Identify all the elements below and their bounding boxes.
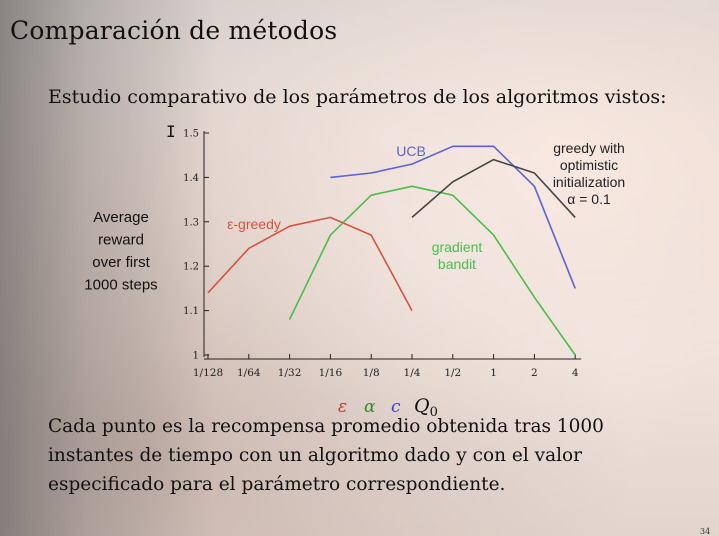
- series-label: bandit: [438, 256, 476, 272]
- y-axis-label-line: reward: [98, 232, 144, 249]
- x-tick-label: 1/32: [278, 367, 302, 379]
- y-axis-label-line: Average: [93, 209, 149, 226]
- series-line: [288, 185, 576, 356]
- x-tick-label: 1: [490, 367, 497, 379]
- series-label: α = 0.1: [567, 191, 611, 207]
- series-label: optimistic: [560, 157, 618, 173]
- series-line: [207, 216, 413, 311]
- x-tick-label: 1/8: [363, 367, 380, 379]
- series-label: greedy with: [553, 140, 625, 156]
- y-tick-label: 1.3: [183, 217, 199, 228]
- slide-title: Comparación de métodos: [10, 16, 338, 45]
- y-tick-label: 1.5: [183, 129, 199, 140]
- param-symbol: ε: [338, 397, 347, 417]
- x-tick-label: 4: [572, 367, 579, 379]
- series-line: [330, 145, 576, 289]
- y-tick-label: 1.4: [183, 173, 199, 184]
- param-symbol: c: [391, 397, 401, 417]
- y-tick-label: 1: [193, 351, 199, 362]
- x-tick-label: 1/16: [319, 367, 343, 379]
- y-tick-label: 1.1: [183, 306, 199, 317]
- text-cursor-icon: I: [166, 122, 176, 141]
- page-number: 34: [700, 527, 711, 536]
- series-label: initialization: [553, 174, 625, 190]
- y-axis-label-line: over first: [92, 254, 150, 271]
- series-label: UCB: [396, 143, 426, 159]
- x-tick-label: 1/64: [237, 367, 261, 379]
- chart-series: [207, 145, 576, 356]
- param-symbol: α: [364, 397, 376, 417]
- chart-axes: [203, 131, 582, 360]
- x-tick-label: 1/2: [444, 367, 461, 379]
- x-tick-label: 1/128: [193, 367, 223, 379]
- series-label: ε-greedy: [227, 216, 281, 232]
- slide-caption: Cada punto es la recompensa promedio obt…: [48, 416, 604, 495]
- x-tick-label: 1/4: [404, 367, 421, 379]
- slide-subtitle: Estudio comparativo de los parámetros de…: [48, 86, 667, 108]
- y-tick-label: 1.2: [183, 262, 199, 273]
- y-axis-label-line: 1000 steps: [84, 277, 157, 294]
- series-label: gradient: [432, 239, 483, 255]
- chart-tick-labels: 1 1.1 1.2 1.3 1.4 1.5 1/128 1/64 1/32 1/16 1/8 1/4 1…: [183, 129, 579, 380]
- y-axis-label: Average reward over first 1000 steps: [84, 209, 157, 294]
- x-tick-label: 2: [531, 367, 538, 379]
- series-line: [411, 158, 576, 219]
